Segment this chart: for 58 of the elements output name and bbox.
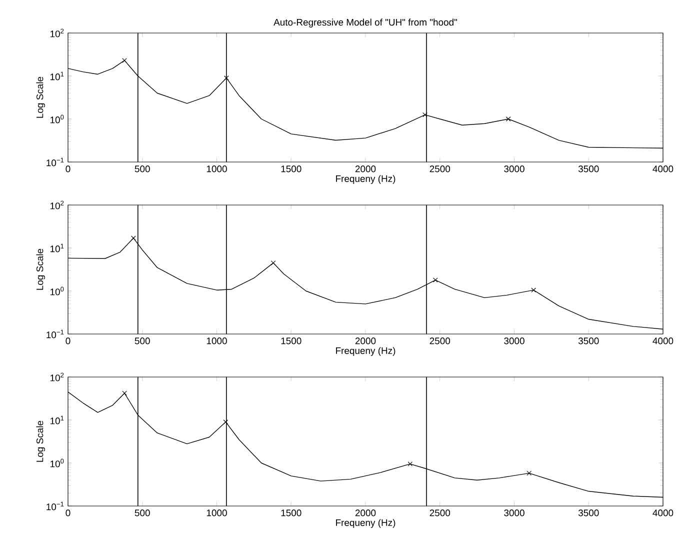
- y-tick-label: 10$^{−1}$: [46, 502, 64, 510]
- y-tick-label: 10$^{−1}$: [46, 330, 64, 338]
- y-tick-label: 10$^{−1}$: [46, 158, 64, 166]
- point: [408, 462, 413, 466]
- x-tick-label: 4000: [652, 166, 674, 172]
- y-tick-label: 10$^{0}$: [50, 114, 64, 124]
- x-tick-label: 4000: [652, 510, 674, 516]
- x-tick-label: 1500: [281, 510, 302, 516]
- point: [270, 260, 276, 266]
- x-tick-label: 500: [134, 166, 150, 172]
- x-axis-title: Frequeny (Hz): [336, 519, 396, 528]
- x-tick-label: 3500: [578, 166, 599, 172]
- point: [122, 58, 127, 63]
- x-tick-label: 500: [134, 338, 150, 344]
- y-axis-title: Log Scale: [36, 420, 46, 462]
- chart-title: Auto-Regressive Model of "UH" from "hood": [274, 18, 458, 28]
- point: [224, 76, 229, 80]
- x-tick-label: 0: [66, 166, 70, 172]
- x-tick-label: 1500: [281, 338, 302, 344]
- x-tick-label: 2500: [430, 166, 450, 172]
- y-tick-label: 10$^{1}$: [50, 72, 64, 80]
- x-tick-label: 2500: [430, 510, 450, 516]
- x-tick-label: 1000: [206, 166, 227, 172]
- y-axis-title: Log Scale: [36, 76, 46, 118]
- x-tick-label: 3000: [504, 510, 524, 516]
- point: [223, 420, 228, 424]
- x-tick-label: 2000: [355, 338, 376, 344]
- x-tick-label: 0: [66, 338, 70, 344]
- x-tick-label: 3500: [578, 338, 599, 344]
- y-tick-label: 10$^{2}$: [50, 28, 64, 38]
- y-tick-label: 10$^{1}$: [50, 416, 64, 424]
- y-tick-label: 10$^{1}$: [50, 244, 64, 252]
- point: [531, 288, 536, 293]
- x-tick-label: 1500: [281, 166, 302, 172]
- point: [131, 236, 136, 241]
- y-tick-label: 10$^{2}$: [50, 200, 64, 210]
- x-tick-label: 1000: [206, 338, 227, 344]
- point: [433, 278, 438, 282]
- x-tick-label: 3500: [578, 510, 599, 516]
- x-axis-title: Frequeny (Hz): [336, 175, 396, 184]
- y-tick-label: 10$^{2}$: [50, 372, 64, 382]
- point: [422, 112, 428, 118]
- x-tick-label: 1000: [206, 510, 227, 516]
- x-tick-label: 3000: [504, 166, 524, 172]
- y-axis-title: Log Scale: [36, 248, 46, 290]
- y-tick-label: 10$^{0}$: [50, 458, 64, 468]
- x-tick-label: 2000: [355, 510, 376, 516]
- point: [526, 470, 532, 476]
- x-tick-label: 500: [134, 510, 150, 516]
- x-tick-label: 2500: [430, 338, 450, 344]
- x-tick-label: 0: [66, 510, 70, 516]
- x-tick-label: 4000: [652, 338, 674, 344]
- point: [122, 390, 127, 396]
- x-tick-label: 2000: [355, 166, 376, 172]
- point: [506, 116, 511, 122]
- x-tick-label: 3000: [504, 338, 524, 344]
- y-tick-label: 10$^{0}$: [50, 286, 64, 296]
- x-axis-title: Frequeny (Hz): [336, 347, 396, 356]
